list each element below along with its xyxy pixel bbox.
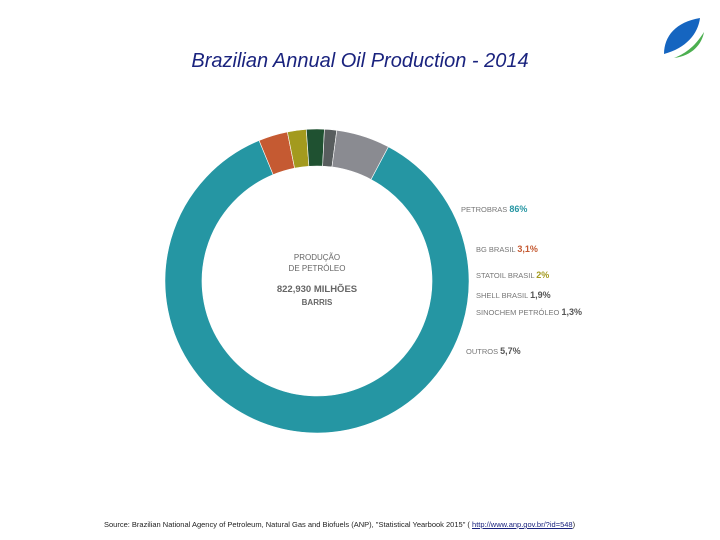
logo-blue-leaf [664, 18, 700, 54]
label-name: SHELL BRASIL [476, 291, 530, 300]
slice-petrobras [164, 140, 470, 434]
logo-green-leaf [674, 32, 704, 58]
source-close: ) [572, 520, 576, 529]
center-unit: BARRIS [302, 298, 333, 307]
slice-outros [331, 129, 389, 180]
label-name: OUTROS [466, 347, 500, 356]
label-sinochem-petr-leo: SINOCHEM PETRÓLEO 1,3% [476, 307, 582, 317]
center-line-2: DE PETRÓLEO [289, 264, 346, 273]
label-petrobras: PETROBRAS 86% [461, 204, 527, 214]
slice-shell-brasil [305, 128, 325, 167]
leaf-logo-icon [664, 18, 704, 58]
label-name: STATOIL BRASIL [476, 271, 536, 280]
label-statoil-brasil: STATOIL BRASIL 2% [476, 270, 549, 280]
center-total: 822,930 MILHÕES [277, 284, 357, 295]
label-value: 3,1% [517, 244, 538, 254]
source-link[interactable]: http://www.anp.gov.br/?id=548 [472, 520, 573, 529]
label-outros: OUTROS 5,7% [466, 346, 521, 356]
center-label: PRODUÇÃO DE PETRÓLEO 822,930 MILHÕES BAR… [277, 253, 357, 307]
label-value: 2% [536, 270, 549, 280]
label-name: PETROBRAS [461, 205, 509, 214]
label-value: 5,7% [500, 346, 521, 356]
label-value: 86% [509, 204, 527, 214]
donut-slices [164, 128, 470, 434]
label-value: 1,9% [530, 290, 551, 300]
source-text: Source: Brazilian National Agency of Pet… [104, 520, 473, 529]
page-title: Brazilian Annual Oil Production - 2014 [191, 50, 529, 72]
label-value: 1,3% [561, 307, 582, 317]
label-name: SINOCHEM PETRÓLEO [476, 308, 561, 317]
center-line-1: PRODUÇÃO [294, 253, 340, 262]
label-shell-brasil: SHELL BRASIL 1,9% [476, 290, 551, 300]
label-name: BG BRASIL [476, 245, 517, 254]
slice-labels: PETROBRAS 86% BG BRASIL 3,1% STATOIL BRASI… [461, 204, 582, 356]
label-bg-brasil: BG BRASIL 3,1% [476, 244, 538, 254]
source-note: Source: Brazilian National Agency of Pet… [104, 520, 575, 529]
